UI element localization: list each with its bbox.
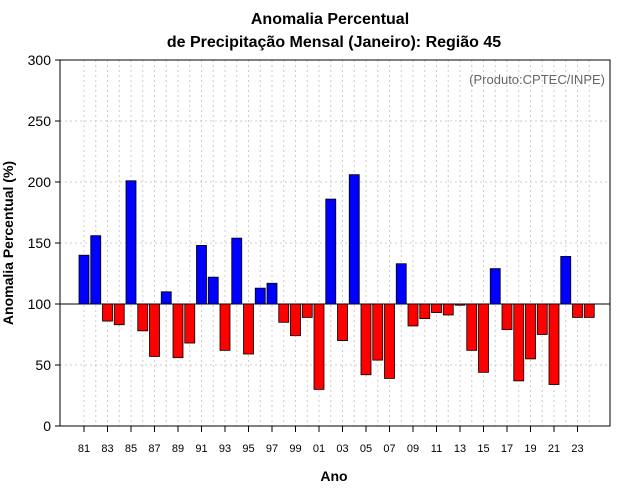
bar-03 xyxy=(337,303,348,341)
x-tick-label: 01 xyxy=(313,443,325,455)
bar-86 xyxy=(137,303,149,332)
bar-94 xyxy=(231,237,243,305)
x-tick-label: 03 xyxy=(336,443,348,455)
x-axis-title: Ano xyxy=(320,468,347,484)
bar-92 xyxy=(207,276,219,305)
bar-21 xyxy=(548,303,560,385)
bar-10 xyxy=(419,303,431,320)
x-tick-label: 93 xyxy=(219,443,231,455)
bar-93 xyxy=(219,303,231,351)
bar-09 xyxy=(407,303,419,327)
x-tick-label: 81 xyxy=(78,443,90,455)
bar-24 xyxy=(583,303,595,318)
bar-91 xyxy=(196,245,207,305)
chart-subtitle: de Precipitação Mensal (Janeiro): Região… xyxy=(167,34,501,51)
y-axis: 0 50 100 150 200 250 300 xyxy=(28,52,60,434)
x-tick-label: 07 xyxy=(383,443,395,455)
x-tick-label: 83 xyxy=(101,443,113,455)
bar-84 xyxy=(113,303,125,326)
bar-05 xyxy=(360,303,372,376)
x-tick-label: 19 xyxy=(524,443,536,455)
bar-97 xyxy=(266,282,278,305)
bar-08 xyxy=(395,263,407,305)
bar-02 xyxy=(325,198,337,305)
bar-89 xyxy=(172,303,184,359)
bar-12 xyxy=(442,303,454,316)
x-tick-label: 23 xyxy=(571,443,583,455)
x-axis: 81 83 85 87 89 91 93 95 97 99 01 03 05 07 09 11 13 15 17 19… xyxy=(78,426,584,455)
x-tick-label: 09 xyxy=(407,443,419,455)
y-tick-label: 300 xyxy=(28,52,52,68)
bar-14 xyxy=(466,303,478,351)
credit-text: (Produto:CPTEC/INPE) xyxy=(469,72,605,87)
x-tick-label: 89 xyxy=(172,443,184,455)
bar-11 xyxy=(431,303,442,313)
bar-22 xyxy=(560,256,572,305)
x-tick-label: 17 xyxy=(501,443,513,455)
bar-98 xyxy=(278,303,290,323)
x-tick-label: 91 xyxy=(195,443,207,455)
bar-81 xyxy=(78,254,90,305)
y-axis-title: Anomalia Percentual (%) xyxy=(0,161,16,325)
y-tick-label: 150 xyxy=(28,235,52,251)
bar-88 xyxy=(160,291,172,305)
bar-00 xyxy=(301,303,313,318)
bar-82 xyxy=(90,235,102,305)
y-tick-label: 100 xyxy=(28,296,52,312)
x-tick-label: 95 xyxy=(242,443,254,455)
bar-04 xyxy=(348,174,360,305)
x-tick-label: 13 xyxy=(454,443,466,455)
y-tick-label: 50 xyxy=(35,357,51,373)
bar-83 xyxy=(102,303,113,322)
y-tick-label: 0 xyxy=(43,418,51,434)
bar-20 xyxy=(536,303,548,335)
x-tick-label: 05 xyxy=(360,443,372,455)
bar-85 xyxy=(125,180,137,305)
bar-99 xyxy=(290,303,301,337)
bar-16 xyxy=(489,268,501,305)
y-tick-label: 250 xyxy=(28,113,52,129)
x-tick-label: 15 xyxy=(477,443,489,455)
bar-17 xyxy=(501,303,513,331)
x-tick-label: 87 xyxy=(148,443,160,455)
x-tick-label: 21 xyxy=(548,443,560,455)
bar-15 xyxy=(478,303,489,373)
x-tick-label: 85 xyxy=(125,443,137,455)
bar-87 xyxy=(149,303,160,357)
bar-96 xyxy=(254,287,266,305)
bar-23 xyxy=(572,303,583,318)
bar-06 xyxy=(372,303,384,361)
y-tick-label: 200 xyxy=(28,174,52,190)
x-tick-label: 97 xyxy=(266,443,278,455)
bars xyxy=(78,174,595,390)
x-tick-label: 11 xyxy=(431,443,442,455)
x-tick-label: 99 xyxy=(289,443,301,455)
bar-18 xyxy=(513,303,525,382)
chart-title: Anomalia Percentual xyxy=(251,11,409,28)
bar-19 xyxy=(525,303,536,360)
bar-01 xyxy=(313,303,325,390)
bar-90 xyxy=(184,303,196,344)
bar-07 xyxy=(384,303,395,379)
bar-95 xyxy=(243,303,254,355)
